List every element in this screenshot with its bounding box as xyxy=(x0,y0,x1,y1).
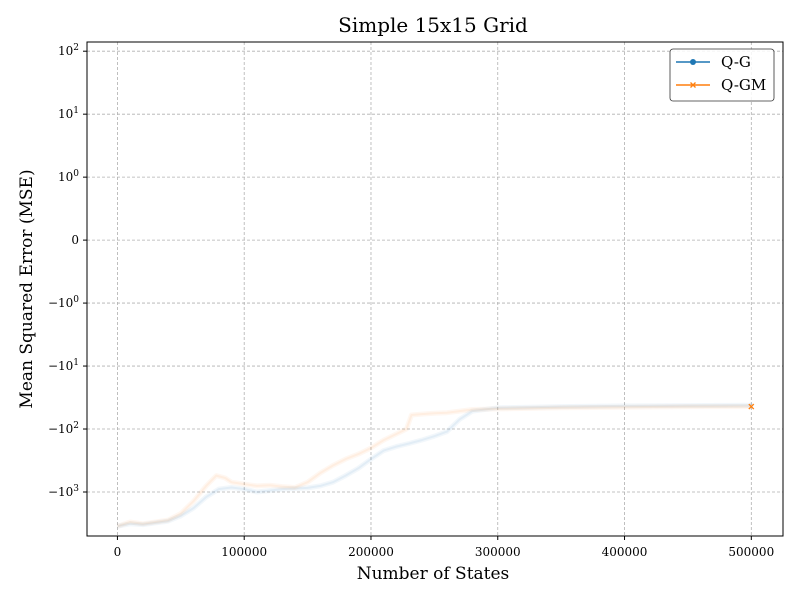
series-line xyxy=(116,402,752,529)
series-line-core xyxy=(117,404,752,528)
x-tick-label: 200000 xyxy=(348,545,394,559)
plot-frame xyxy=(86,41,784,537)
series-line-core xyxy=(117,405,752,528)
series-q-g xyxy=(116,402,754,529)
legend-marker xyxy=(690,82,696,88)
legend: Q-G Q-GM xyxy=(669,48,775,102)
series-layer xyxy=(116,402,755,529)
x-tick-label: 400000 xyxy=(602,545,648,559)
x-axis-label: Number of States xyxy=(357,564,510,584)
y-axis-label: Mean Squared Error (MSE) xyxy=(17,169,37,408)
legend-entry-q-g: Q-G xyxy=(676,53,751,71)
grid-layer xyxy=(87,42,783,536)
legend-marker xyxy=(690,59,696,65)
x-axis-ticks: 0 100000 200000 300000 400000 500000 xyxy=(114,536,774,559)
legend-entry-q-gm: Q-GM xyxy=(676,76,766,94)
legend-label: Q-GM xyxy=(721,76,766,94)
x-tick-label: 500000 xyxy=(728,545,774,559)
x-tick-label: 100000 xyxy=(221,545,267,559)
x-tick-label: 0 xyxy=(114,545,122,559)
series-end-marker xyxy=(748,402,754,408)
y-tick-label: −101 xyxy=(48,358,79,373)
series-line xyxy=(116,404,752,529)
chart-title: Simple 15x15 Grid xyxy=(338,13,528,37)
y-tick-label: −102 xyxy=(48,421,79,436)
y-tick-label: 0 xyxy=(71,233,79,247)
y-tick-label: −103 xyxy=(48,484,79,499)
series-q-gm xyxy=(116,403,755,529)
x-tick-label: 300000 xyxy=(475,545,521,559)
series-end-marker xyxy=(748,403,755,410)
legend-label: Q-G xyxy=(721,53,751,71)
y-tick-label: −100 xyxy=(48,295,79,310)
